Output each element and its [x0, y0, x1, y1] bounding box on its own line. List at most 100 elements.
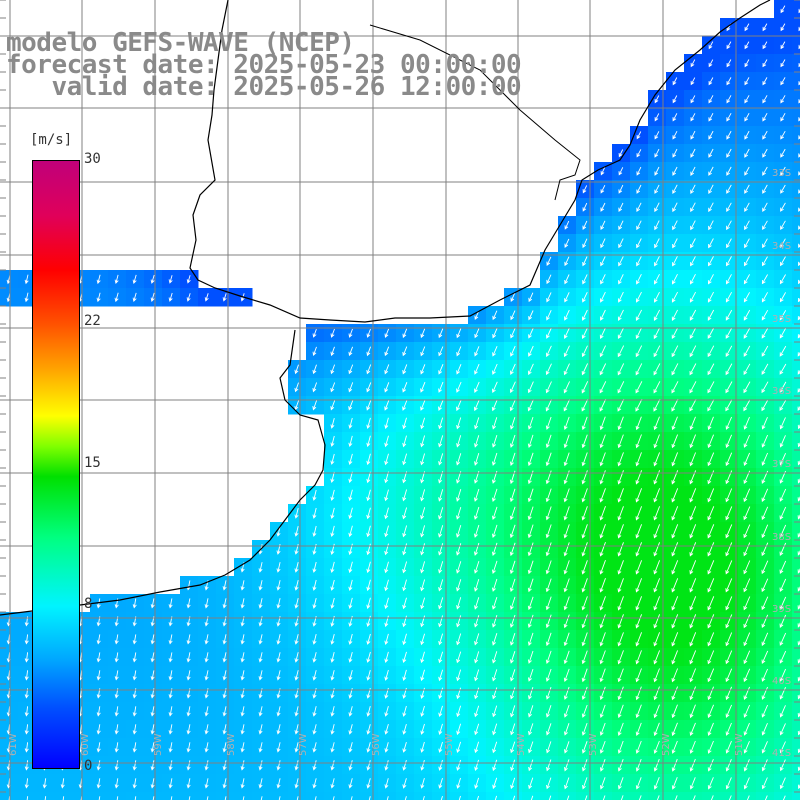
- wind-arrow: [635, 740, 642, 754]
- wind-arrow: [725, 686, 733, 701]
- wind-arrow: [689, 722, 696, 736]
- wind-arrow: [672, 130, 678, 140]
- wind-arrow: [258, 634, 263, 645]
- speed-cell: [792, 630, 800, 649]
- wind-arrow: [797, 442, 800, 448]
- speed-cell: [288, 792, 307, 800]
- wind-arrow: [545, 614, 552, 629]
- speed-cell: [450, 792, 469, 800]
- wind-arrow: [563, 723, 570, 736]
- wind-arrow: [384, 364, 390, 375]
- wind-arrow: [743, 524, 751, 539]
- wind-arrow: [348, 597, 353, 610]
- wind-arrow: [600, 291, 606, 303]
- speed-cell: [792, 792, 800, 800]
- wind-arrow: [725, 578, 733, 593]
- wind-arrow: [707, 704, 715, 719]
- wind-arrow: [294, 400, 300, 411]
- wind-arrow: [528, 741, 534, 754]
- wind-arrow: [312, 670, 317, 681]
- wind-arrow: [456, 759, 462, 771]
- wind-arrow: [708, 184, 714, 195]
- wind-arrow: [689, 309, 697, 321]
- wind-arrow: [474, 759, 480, 771]
- wind-arrow: [545, 506, 552, 521]
- wind-arrow: [690, 238, 696, 249]
- wind-arrow: [689, 273, 696, 285]
- wind-arrow: [545, 381, 552, 394]
- wind-arrow: [366, 543, 371, 556]
- wind-arrow: [294, 382, 299, 393]
- wind-arrow: [168, 598, 173, 609]
- wind-arrow: [780, 166, 786, 176]
- wind-arrow: [545, 416, 552, 430]
- wind-arrow: [474, 346, 480, 357]
- wind-arrow: [132, 742, 137, 753]
- wind-arrow: [312, 346, 317, 356]
- wind-arrow: [384, 399, 390, 411]
- wind-arrow: [726, 202, 732, 213]
- wind-arrow: [492, 705, 498, 718]
- wind-arrow: [707, 722, 714, 736]
- wind-arrow: [348, 778, 353, 789]
- wind-arrow: [456, 524, 462, 538]
- wind-arrow: [491, 578, 498, 592]
- wind-arrow: [635, 578, 643, 593]
- wind-arrow: [348, 471, 353, 484]
- wind-arrow: [779, 292, 786, 303]
- wind-arrow: [527, 614, 534, 628]
- wind-arrow: [384, 417, 389, 430]
- wind-arrow: [96, 634, 101, 645]
- river-border: [369, 24, 581, 201]
- wind-arrow: [546, 292, 552, 303]
- wind-arrow: [744, 59, 750, 68]
- wind-arrow: [150, 274, 155, 284]
- wind-arrow: [24, 742, 29, 753]
- wind-arrow: [653, 398, 661, 412]
- wind-arrow: [491, 506, 498, 520]
- wind-arrow: [512, 795, 516, 800]
- wind-arrow: [150, 706, 155, 717]
- wind-arrow: [348, 328, 353, 338]
- speed-cell: [792, 612, 800, 631]
- wind-arrow: [725, 704, 733, 718]
- wind-arrow: [420, 597, 426, 610]
- wind-arrow: [491, 560, 498, 574]
- wind-arrow: [348, 525, 353, 538]
- wind-arrow: [348, 417, 353, 429]
- longitude-label: 61W: [8, 733, 19, 756]
- wind-arrow: [797, 405, 800, 411]
- wind-arrow: [150, 760, 155, 771]
- wind-arrow: [294, 579, 299, 591]
- wind-arrow: [672, 256, 678, 267]
- wind-arrow: [689, 452, 697, 467]
- wind-arrow: [492, 346, 498, 357]
- speed-cell: [792, 504, 800, 523]
- wind-arrow: [114, 274, 119, 285]
- wind-arrow: [779, 578, 787, 592]
- wind-arrow: [617, 309, 624, 321]
- wind-arrow: [240, 652, 245, 663]
- wind-arrow: [24, 706, 29, 717]
- speed-cell: [720, 792, 739, 800]
- speed-cell: [792, 162, 800, 181]
- wind-arrow: [744, 130, 750, 140]
- wind-arrow: [492, 417, 498, 430]
- wind-arrow: [656, 795, 660, 800]
- wind-arrow: [671, 668, 679, 683]
- wind-arrow: [672, 77, 678, 86]
- wind-arrow: [671, 345, 679, 358]
- wind-arrow: [725, 524, 733, 539]
- wind-arrow: [746, 795, 750, 800]
- wind-arrow: [438, 507, 444, 520]
- wind-arrow: [473, 488, 480, 502]
- wind-arrow: [707, 291, 714, 303]
- wind-arrow: [653, 560, 661, 575]
- wind-arrow: [348, 706, 353, 717]
- wind-arrow: [474, 560, 480, 574]
- wind-arrow: [707, 416, 714, 431]
- longitude-label: 52W: [661, 733, 672, 756]
- wind-arrow: [707, 542, 715, 557]
- wind-arrow: [780, 238, 786, 249]
- speed-cell: [486, 792, 505, 800]
